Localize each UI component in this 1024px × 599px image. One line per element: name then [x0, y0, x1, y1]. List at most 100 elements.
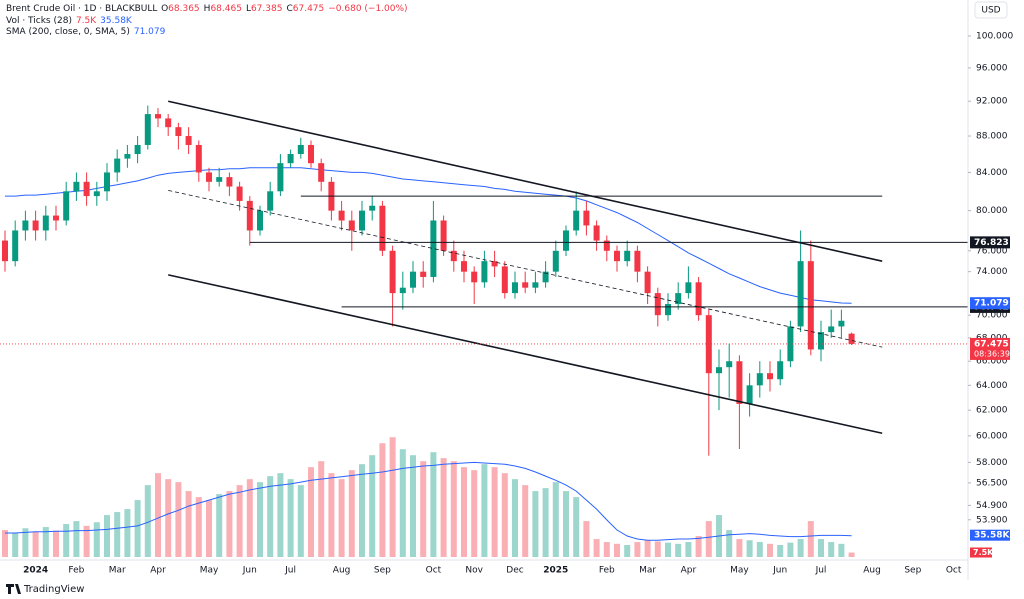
logo-icon [6, 584, 21, 594]
candle-body [236, 186, 243, 201]
vol-ma-tag [970, 529, 1010, 541]
candle-body [22, 220, 29, 231]
volume-bar [787, 542, 794, 557]
x-tick-label: Jun [772, 566, 787, 576]
volume-bar [563, 491, 569, 557]
volume-bar [53, 530, 59, 557]
candle-body [318, 163, 325, 182]
ohlc-key: H [204, 4, 211, 14]
volume-bar [573, 497, 580, 557]
candle-body [267, 191, 274, 211]
volume-bar [624, 545, 631, 557]
volume-bar [246, 479, 253, 557]
volume-last: 7.5K [76, 16, 97, 26]
horizontal-line-tag-label: 76.823 [974, 238, 1009, 248]
trend-line [168, 189, 883, 348]
ohlc-value: 67.475 [293, 4, 325, 14]
candle-body [63, 191, 70, 221]
candle-body [552, 250, 559, 272]
last-price-label: 67.475 [974, 339, 1009, 349]
candle-body [73, 181, 80, 192]
trend-line [168, 274, 883, 435]
x-tick-label: Jul [815, 566, 827, 576]
volume-bar [736, 539, 743, 557]
y-tick-label: 84.000 [976, 168, 1008, 178]
x-tick-label: Sep [374, 566, 391, 576]
candle-body [593, 225, 600, 241]
vol-ma-tag-label: 35.58K [974, 531, 1010, 541]
candle-body [828, 326, 835, 333]
y-tick-label: 88.000 [976, 132, 1008, 142]
candle-body [175, 127, 182, 137]
y-tick-label: 80.000 [976, 206, 1008, 216]
candle-body [685, 282, 692, 294]
volume-bar [287, 479, 294, 557]
currency[interactable]: USD [981, 6, 1000, 16]
y-tick-label: 66.000 [976, 357, 1008, 367]
legend-ohlc: O68.365 H68.465 L67.385 C67.475 −0.680 (−1.0… [161, 4, 408, 14]
y-tick-label: 60.000 [976, 431, 1008, 441]
trend-line [168, 100, 883, 262]
candle-body [93, 191, 100, 197]
sma-tag [970, 297, 1010, 310]
legend-title: Brent Crude Oil · 1D · BLACKBULL [6, 4, 157, 14]
candle-body [308, 144, 314, 164]
volume-bar [359, 464, 365, 557]
y-tick-label: 100.000 [976, 31, 1013, 41]
volume-bar [848, 552, 855, 557]
candle-body [12, 230, 19, 262]
volume-bar [420, 461, 427, 557]
candle-body [42, 215, 49, 231]
candle-body [338, 210, 345, 221]
candle-body [746, 385, 753, 404]
volume-bar [63, 524, 70, 557]
volume-bar [297, 485, 304, 557]
candle-body [848, 333, 855, 344]
candle-body [675, 293, 682, 305]
candle-body [461, 261, 467, 272]
candle-body [440, 220, 447, 251]
x-tick-label: Oct [426, 566, 442, 576]
candle-body [369, 205, 376, 211]
legend-sma: SMA (200, close, 0, SMA, 5) 71.079 [6, 27, 166, 37]
candle-body [410, 271, 416, 288]
ohlc-key: O [161, 4, 168, 14]
candle-body [624, 250, 631, 262]
countdown: 08:36:39 [974, 349, 1010, 358]
volume-bar [481, 464, 488, 557]
volume-bar [461, 467, 467, 557]
ohlc-key: C [286, 4, 292, 14]
volume-bar [236, 485, 243, 557]
candle-body [2, 240, 8, 262]
volume-bar [93, 522, 100, 557]
x-tick-label: Nov [465, 566, 483, 576]
volume-bar [593, 539, 600, 557]
x-tick-label: Sep [904, 566, 921, 576]
y-tick-label: 58.000 [976, 458, 1008, 468]
y-tick-label: 70.000 [976, 311, 1008, 321]
volume-bar [83, 525, 90, 557]
volume-bar [165, 479, 172, 557]
currency-box[interactable] [974, 1, 1008, 19]
vol-ma-last: 35.58K [100, 16, 133, 26]
x-tick-label: May [200, 566, 219, 576]
x-tick-label: May [730, 566, 749, 576]
volume-bar [705, 521, 712, 557]
volume-bar [583, 521, 590, 557]
volume-bar [369, 455, 376, 557]
plot-area [0, 100, 968, 557]
sma-tag-label: 71.079 [974, 299, 1009, 309]
volume-bar [512, 479, 518, 557]
candle-body [818, 332, 824, 350]
ohlc-value: 67.385 [251, 4, 283, 14]
volume-bar [430, 452, 437, 557]
volume-bar [104, 515, 110, 557]
volume-bar [542, 488, 549, 557]
volume-bar [379, 443, 386, 557]
candle-body [512, 282, 518, 294]
candle-body [532, 282, 539, 288]
candle-body [216, 177, 223, 182]
y-tick-label: 53.900 [976, 515, 1008, 525]
candle-body [246, 200, 253, 231]
